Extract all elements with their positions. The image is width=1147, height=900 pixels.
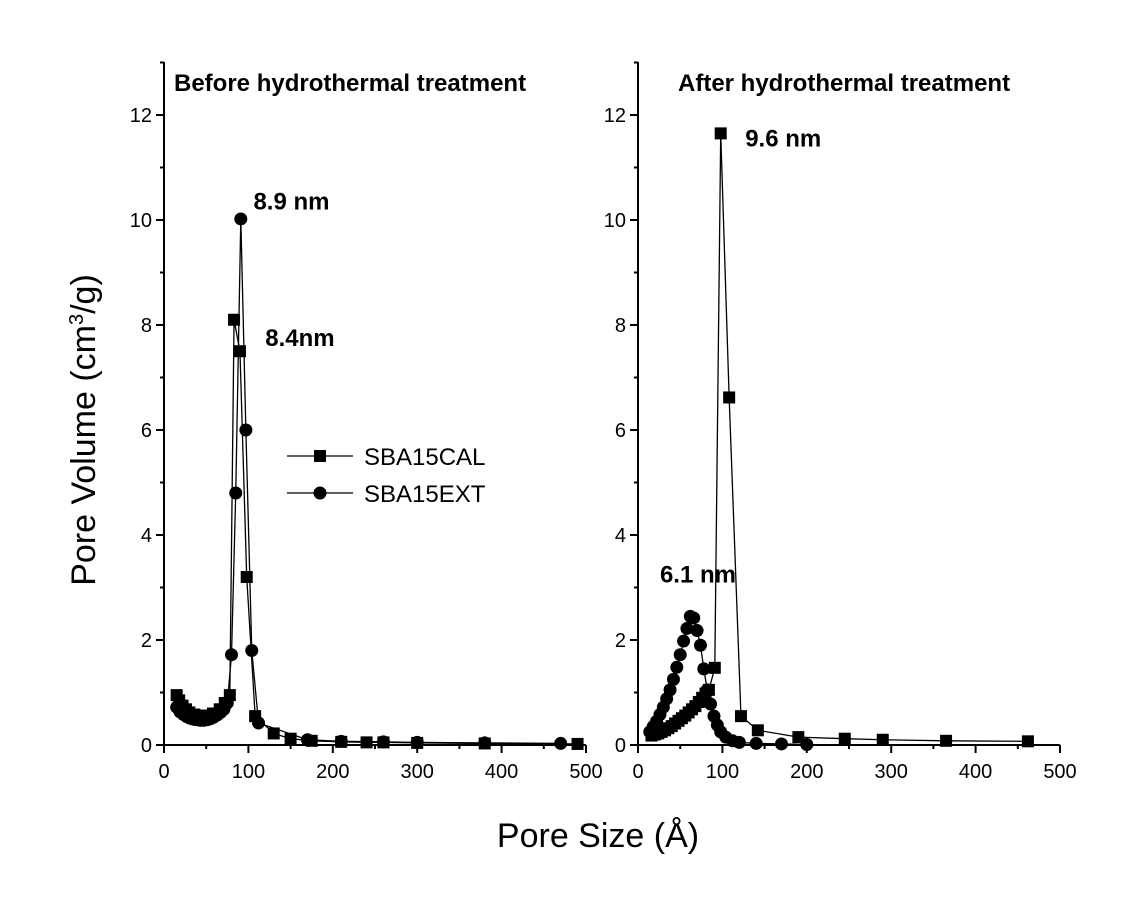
data-point-SBA15CAL (708, 661, 721, 674)
data-point-SBA15CAL (723, 391, 736, 404)
y-tick-label: 0 (615, 735, 626, 757)
panel-before: 0 2 4 6 8 10 12 0 100 200 300 400 500 Before hydrothe… (130, 61, 603, 783)
data-point-SBA15CAL (751, 724, 764, 737)
data-point-SBA15EXT (690, 624, 704, 638)
data-point-SBA15EXT (732, 735, 746, 749)
x-tick-label: 200 (316, 761, 349, 783)
data-point-SBA15EXT (673, 648, 687, 662)
data-point-SBA15EXT (677, 634, 691, 648)
legend: SBA15CAL SBA15EXT (287, 444, 486, 508)
data-point-SBA15CAL (876, 733, 889, 746)
x-tick-label: 100 (706, 761, 739, 783)
data-point-SBA15EXT (774, 737, 788, 751)
legend-label: SBA15EXT (364, 481, 486, 508)
x-tick-label: 200 (790, 761, 823, 783)
data-point-SBA15EXT (478, 736, 492, 750)
data-point-SBA15CAL (940, 734, 953, 747)
y-tick-label: 6 (141, 420, 152, 442)
data-point-SBA15EXT (234, 212, 248, 226)
peak-annotation: 8.4nm (265, 325, 334, 352)
data-point-SBA15CAL (792, 731, 805, 744)
x-tick-label: 300 (875, 761, 908, 783)
data-point-SBA15CAL (1021, 735, 1034, 748)
data-point-SBA15CAL (360, 736, 373, 749)
data-point-SBA15EXT (252, 716, 266, 730)
x-tick-label: 400 (485, 761, 518, 783)
peak-annotation: 8.9 nm (253, 189, 329, 216)
data-point-SBA15EXT (687, 611, 701, 625)
y-tick-label: 12 (604, 105, 626, 127)
legend-label: SBA15CAL (364, 444, 485, 471)
data-point-SBA15EXT (410, 735, 424, 749)
data-point-SBA15CAL (571, 737, 584, 750)
data-point-SBA15CAL (249, 710, 262, 723)
y-tick-label: 4 (615, 525, 626, 547)
y-tick-label: 6 (615, 420, 626, 442)
y-tick-label: 8 (141, 315, 152, 337)
data-point-SBA15EXT (554, 736, 568, 750)
data-point-SBA15CAL (734, 710, 747, 723)
data-point-SBA15EXT (376, 735, 390, 749)
data-point-SBA15CAL (240, 571, 253, 583)
data-point-SBA15EXT (704, 697, 718, 711)
data-point-SBA15EXT (229, 486, 243, 500)
data-point-SBA15EXT (239, 423, 253, 437)
y-tick-label: 10 (604, 210, 626, 232)
x-axis-title: Pore Size (Å) (497, 817, 699, 855)
data-point-SBA15EXT (666, 672, 680, 686)
panel-title: After hydrothermal treatment (678, 70, 1010, 97)
x-tick-label: 100 (232, 761, 265, 783)
y-tick-label: 10 (130, 210, 152, 232)
data-point-SBA15EXT (663, 683, 677, 697)
data-point-SBA15EXT (697, 662, 711, 676)
peak-annotation: 6.1 nm (660, 561, 736, 588)
x-tick-label: 0 (158, 761, 169, 783)
data-point-SBA15EXT (693, 638, 707, 652)
data-point-SBA15EXT (680, 621, 694, 635)
y-tick-label: 2 (615, 630, 626, 652)
legend-marker (313, 486, 327, 500)
series-line-SBA15CAL (651, 133, 1028, 742)
data-point-SBA15CAL (228, 313, 241, 326)
data-point-SBA15EXT (670, 660, 684, 674)
data-point-SBA15EXT (334, 734, 348, 748)
legend-marker (314, 450, 326, 462)
panel-after: 0 2 4 6 8 10 12 0 100 200 300 400 500 After hydrother… (604, 61, 1077, 783)
x-tick-label: 500 (1043, 761, 1076, 783)
x-tick-label: 400 (959, 761, 992, 783)
y-tick-label: 8 (615, 315, 626, 337)
peak-annotation: 9.6 nm (745, 126, 821, 153)
data-point-SBA15EXT (225, 648, 239, 662)
y-tick-label: 2 (141, 630, 152, 652)
data-point-SBA15EXT (220, 696, 234, 710)
y-tick-label: 12 (130, 105, 152, 127)
x-tick-label: 300 (401, 761, 434, 783)
data-point-SBA15CAL (838, 732, 851, 745)
x-tick-label: 0 (632, 761, 643, 783)
data-point-SBA15EXT (749, 736, 763, 750)
data-point-SBA15EXT (245, 644, 259, 657)
data-point-SBA15EXT (300, 733, 314, 747)
data-point-SBA15CAL (714, 127, 727, 140)
data-point-SBA15CAL (233, 345, 246, 358)
y-tick-label: 0 (141, 735, 152, 757)
x-tick-label: 500 (569, 761, 602, 783)
y-tick-label: 4 (141, 525, 152, 547)
data-point-SBA15CAL (284, 732, 297, 745)
y-axis-title: Pore Volume (cm3/g) (65, 274, 103, 586)
data-point-SBA15EXT (800, 737, 814, 751)
series-line-SBA15CAL (176, 319, 578, 745)
data-point-SBA15CAL (267, 727, 280, 740)
data-point-SBA15EXT (700, 683, 714, 697)
panel-title: Before hydrothermal treatment (174, 70, 526, 97)
